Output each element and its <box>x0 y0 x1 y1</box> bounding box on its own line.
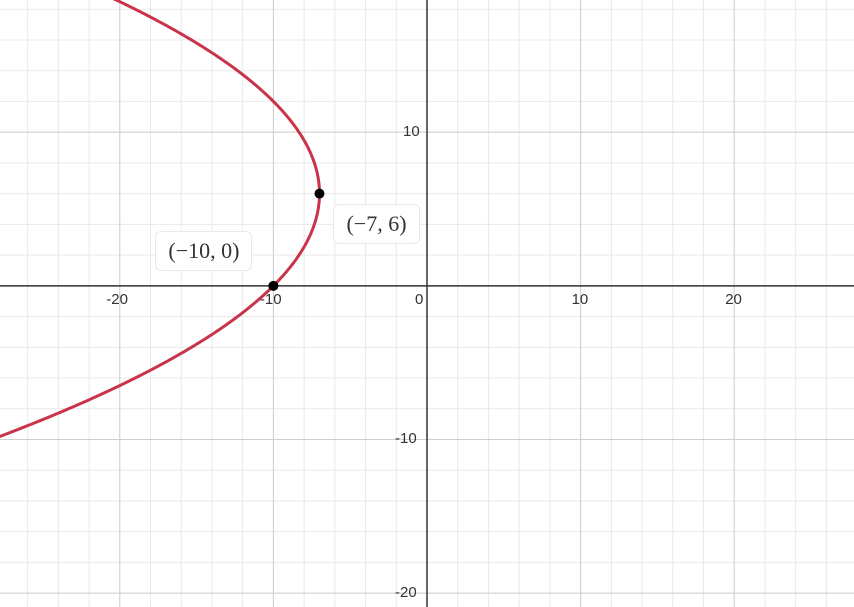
point-label: (−10, 0) <box>155 231 252 271</box>
coordinate-plane: (−7, 6) (−10, 0) -20 -10 0 10 20 -20 -10 10 <box>0 0 854 607</box>
plotted-point <box>314 189 324 199</box>
x-tick-label: 10 <box>572 291 589 308</box>
y-tick-label: 10 <box>403 123 420 140</box>
y-tick-label: -20 <box>395 584 417 601</box>
plotted-point <box>268 281 278 291</box>
x-tick-label: 20 <box>725 291 742 308</box>
x-tick-label: 0 <box>415 291 423 308</box>
x-tick-label: -10 <box>260 291 282 308</box>
x-tick-label: -20 <box>106 291 128 308</box>
point-label: (−7, 6) <box>333 204 419 244</box>
y-tick-label: -10 <box>395 430 417 447</box>
